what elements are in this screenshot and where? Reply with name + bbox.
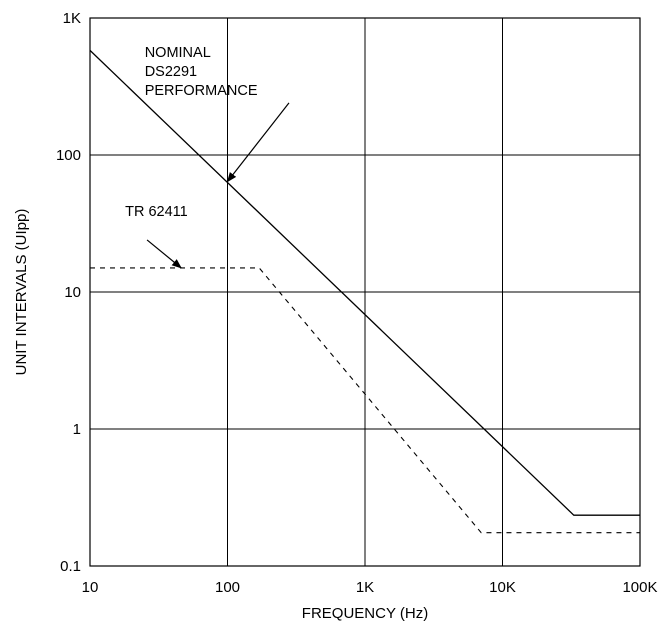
x-tick-label: 100 [215, 579, 240, 596]
annotation-label: TR 62411 [125, 204, 188, 220]
x-tick-label: 10 [82, 579, 99, 596]
grid-lines [90, 18, 640, 566]
annotation-label: NOMINAL [145, 45, 211, 61]
annotation-label: DS2291 [145, 64, 197, 80]
x-tick-label: 10K [489, 579, 516, 596]
x-axis-label: FREQUENCY (Hz) [302, 605, 428, 622]
y-tick-label: 100 [56, 147, 81, 164]
tick-labels: 10 100 1K 10K 100K 0.1 1 10 100 1K [56, 10, 658, 596]
y-tick-label: 10 [64, 284, 81, 301]
x-tick-label: 1K [356, 579, 374, 596]
annotation-arrow [226, 102, 290, 183]
y-tick-label: 1K [63, 10, 81, 27]
series-line-nominal-performance [89, 49, 640, 516]
y-axis-label: UNIT INTERVALS (UIpp) [13, 209, 30, 376]
y-tick-label: 1 [73, 421, 81, 438]
x-tick-label: 100K [622, 579, 657, 596]
y-tick-label: 0.1 [60, 558, 81, 575]
annotation-arrow [146, 239, 182, 269]
annotation-label: PERFORMANCE [145, 83, 258, 99]
plot-frame [89, 17, 641, 567]
annotation-group: NOMINAL DS2291 PERFORMANCE TR 62411 [125, 45, 290, 269]
